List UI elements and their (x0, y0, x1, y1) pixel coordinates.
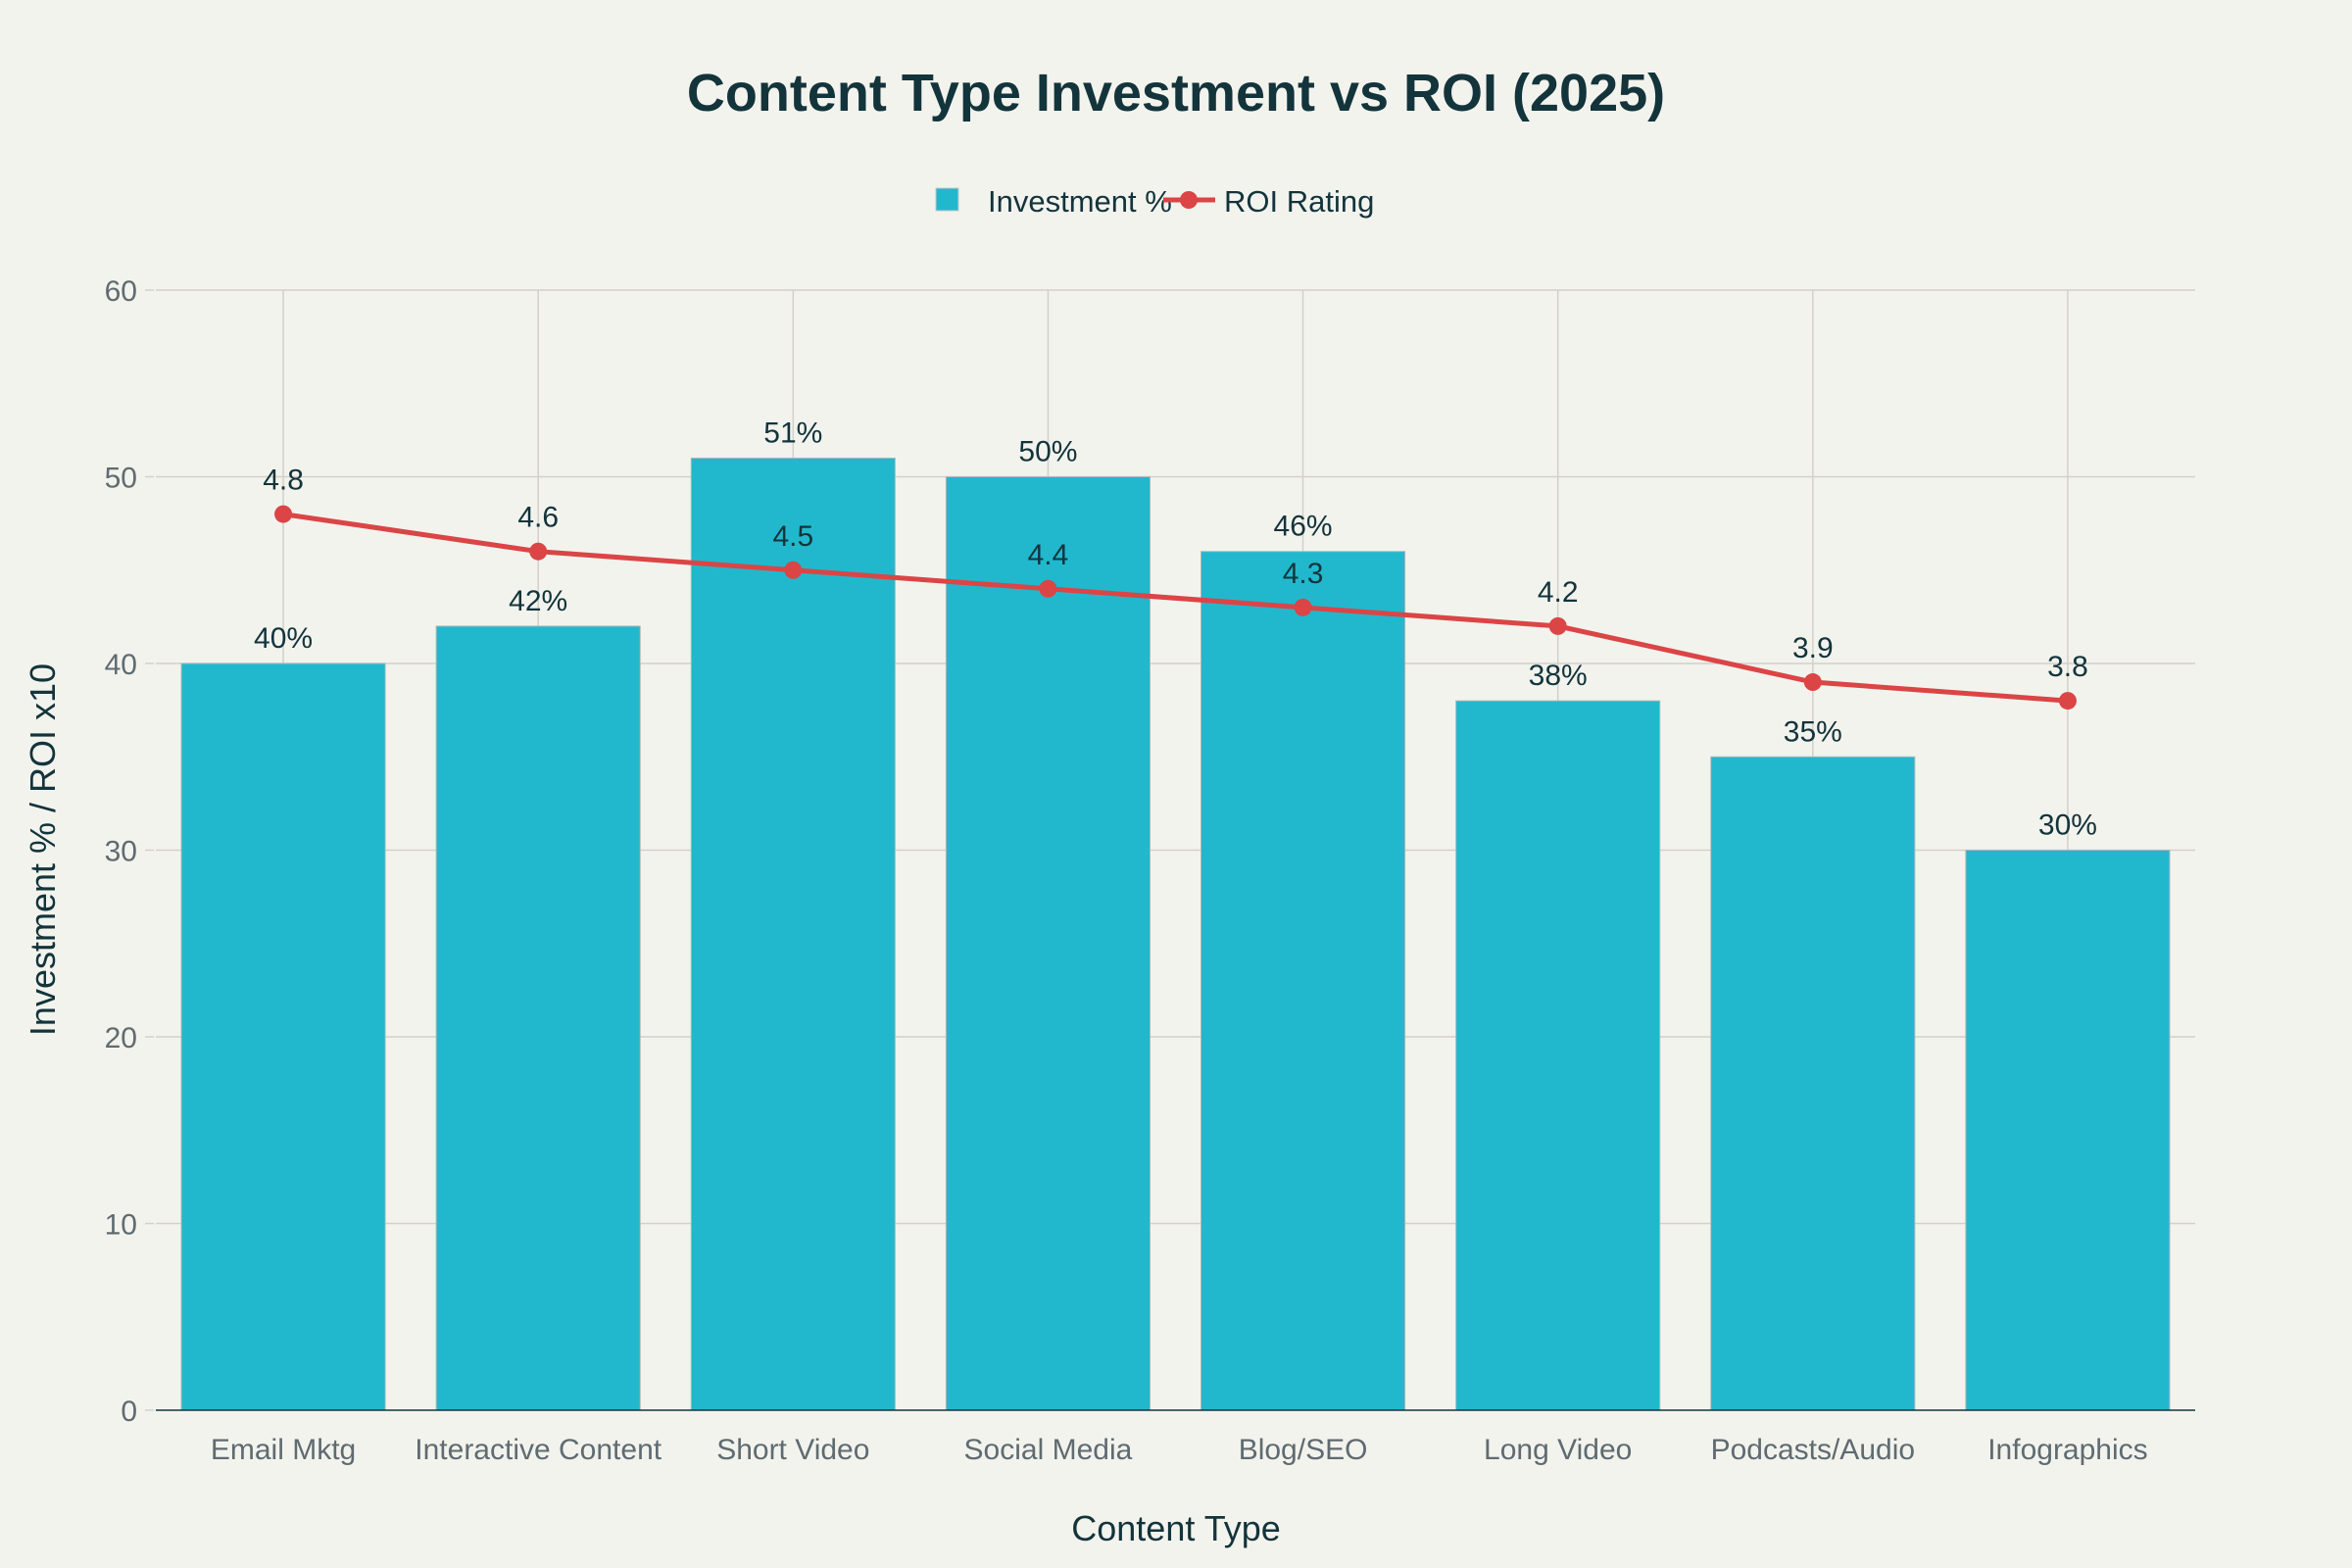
bar-data-label: 46% (1274, 511, 1333, 543)
roi-data-label: 4.8 (263, 465, 304, 497)
bar (435, 625, 641, 1411)
y-tick-label: 50 (105, 463, 137, 495)
roi-point (1039, 579, 1057, 598)
roi-point (784, 561, 803, 579)
roi-data-label: 4.6 (517, 502, 559, 534)
bar-data-label: 40% (254, 622, 313, 655)
bar-data-label: 35% (1784, 715, 1842, 748)
roi-data-label: 3.8 (2047, 651, 2088, 683)
y-tick-label: 30 (105, 836, 137, 868)
roi-data-label: 4.5 (772, 520, 813, 553)
bar (690, 457, 896, 1411)
x-axis-label: Content Type (1071, 1508, 1281, 1548)
y-axis-label: Investment % / ROI x10 (23, 663, 63, 1036)
bar (1965, 850, 2171, 1411)
bar (180, 662, 386, 1411)
roi-line: 4.8 4.6 4.5 4.4 4.3 4.2 3.9 3.8 (263, 465, 2088, 710)
x-tick-label: Email Mktg (211, 1434, 356, 1466)
roi-data-label: 4.3 (1283, 558, 1324, 590)
y-tick-label: 40 (105, 649, 137, 681)
roi-line-path (282, 512, 2069, 704)
bar-data-label: 51% (763, 416, 822, 449)
legend-label-investment: Investment % (988, 184, 1172, 219)
bar (1455, 700, 1661, 1411)
roi-data-label: 3.9 (1792, 632, 1834, 664)
chart-title: Content Type Investment vs ROI (2025) (687, 64, 1665, 122)
roi-point (1294, 598, 1312, 616)
bar-data-label: 30% (2038, 809, 2097, 842)
bars: 40% 42% 51% 50% 46% 38% 35% 30% (180, 416, 2171, 1411)
roi-point (1548, 616, 1567, 635)
x-tick-label: Infographics (1987, 1434, 2147, 1466)
legend: Investment % ROI Rating (935, 184, 1374, 219)
x-tick-label: Social Media (964, 1434, 1133, 1466)
roi-point (274, 505, 293, 523)
x-tick-label: Interactive Content (415, 1434, 662, 1466)
roi-data-label: 4.2 (1538, 576, 1579, 609)
legend-marker-roi (1180, 191, 1198, 209)
roi-point (1803, 673, 1822, 692)
legend-label-roi: ROI Rating (1224, 184, 1374, 219)
y-tick-label: 0 (121, 1396, 137, 1428)
y-tick-label: 10 (105, 1209, 137, 1242)
bar-data-label: 42% (509, 585, 567, 617)
x-tick-label: Blog/SEO (1239, 1434, 1368, 1466)
bar (1200, 551, 1406, 1411)
roi-point (529, 542, 548, 561)
y-axis-ticks: 0 10 20 30 40 50 60 (105, 275, 154, 1428)
y-tick-label: 20 (105, 1022, 137, 1054)
bar (1710, 756, 1916, 1411)
legend-swatch-investment (935, 187, 959, 212)
bar-data-label: 50% (1018, 436, 1077, 468)
roi-data-label: 4.4 (1028, 539, 1069, 571)
x-tick-label: Podcasts/Audio (1711, 1434, 1915, 1466)
y-tick-label: 60 (105, 275, 137, 308)
x-tick-label: Short Video (716, 1434, 869, 1466)
roi-point (2058, 692, 2077, 710)
x-tick-label: Long Video (1484, 1434, 1632, 1466)
x-axis-ticks: Email Mktg Interactive Content Short Video… (211, 1434, 2148, 1466)
bar (945, 476, 1151, 1411)
bar-data-label: 38% (1529, 660, 1588, 692)
